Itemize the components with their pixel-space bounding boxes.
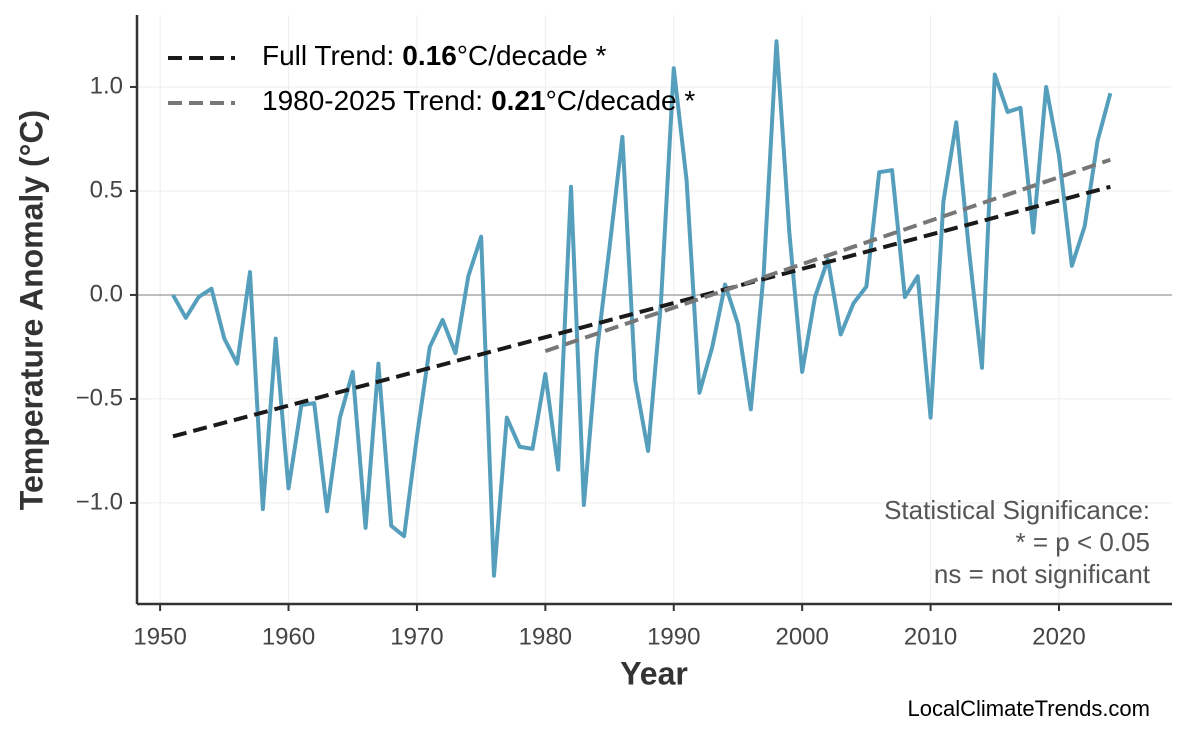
legend-name: 1980-2025 Trend:: [262, 85, 483, 116]
legend-entry: Full Trend: 0.16°C/decade *: [262, 40, 607, 71]
legend-slope: 0.21: [491, 85, 546, 116]
x-tick-label: 2010: [904, 623, 957, 650]
legend-unit: °C/decade *: [546, 85, 696, 116]
significance-note: ns = not significant: [934, 559, 1151, 589]
data-line: [171, 39, 1113, 578]
watermark: LocalClimateTrends.com: [908, 696, 1151, 721]
legend-name: Full Trend:: [262, 40, 394, 71]
significance-note: Statistical Significance:: [884, 495, 1150, 525]
x-tick-label: 2000: [775, 623, 828, 650]
legend-entry: 1980-2025 Trend: 0.21°C/decade *: [262, 85, 695, 116]
y-tick-label: −1.0: [76, 488, 123, 515]
x-tick-label: 2020: [1032, 623, 1085, 650]
y-tick-label: −0.5: [76, 384, 123, 411]
x-tick-label: 1960: [262, 623, 315, 650]
trend-line: [172, 184, 1111, 439]
trend-line: [544, 157, 1112, 353]
y-tick-label: 1.0: [90, 72, 123, 99]
y-tick-label: 0.0: [90, 280, 123, 307]
x-tick-label: 1980: [519, 623, 572, 650]
x-axis-label: Year: [620, 655, 688, 691]
x-tick-label: 1950: [133, 623, 186, 650]
significance-note: * = p < 0.05: [1016, 527, 1150, 557]
y-tick-label: 0.5: [90, 176, 123, 203]
legend-unit: °C/decade *: [457, 40, 607, 71]
x-tick-label: 1990: [647, 623, 700, 650]
legend-slope: 0.16: [402, 40, 457, 71]
x-tick-label: 1970: [390, 623, 443, 650]
y-axis-label: Temperature Anomaly (°C): [13, 110, 49, 510]
